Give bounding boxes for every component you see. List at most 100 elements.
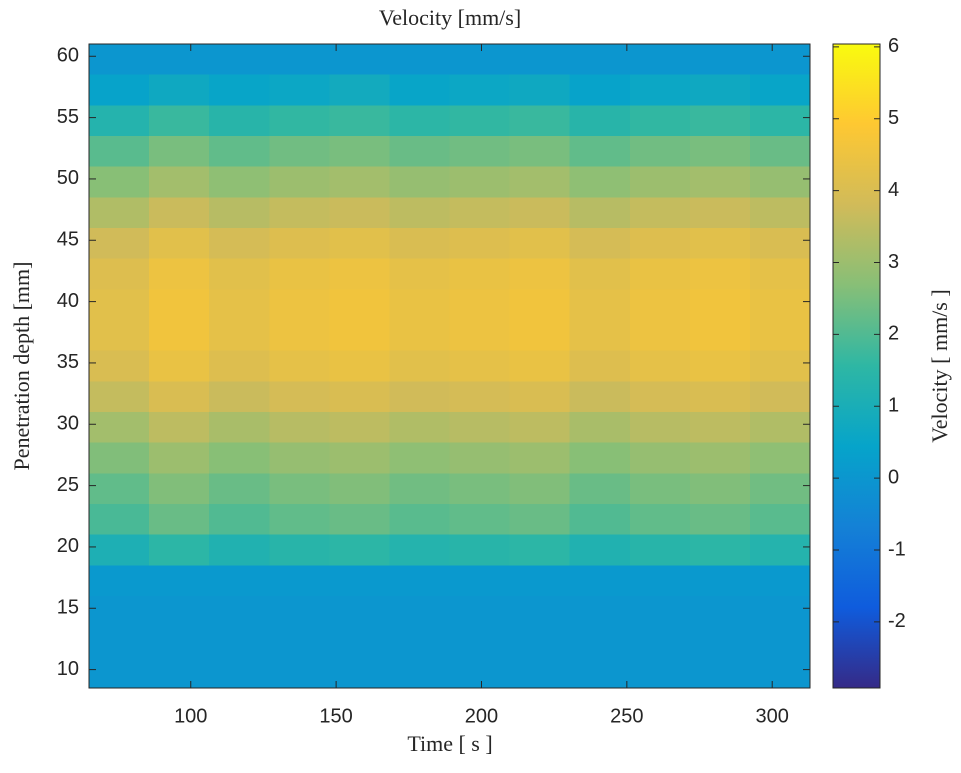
heatmap-cell [509, 166, 571, 198]
heatmap-cell [149, 534, 210, 566]
heatmap-cell [449, 626, 511, 658]
heatmap-cell [269, 320, 330, 352]
heatmap-cell [449, 412, 511, 444]
heatmap-cell [689, 197, 751, 229]
heatmap-cell [329, 596, 391, 628]
heatmap-cell [389, 228, 451, 260]
heatmap-cell [509, 473, 571, 505]
heatmap-cell [689, 473, 751, 505]
heatmap-cell [389, 166, 451, 198]
heatmap-cell [509, 381, 571, 413]
heatmap-cell [329, 412, 391, 444]
heatmap-cell [329, 228, 391, 260]
heatmap-cell [629, 626, 691, 658]
heatmap-cell [689, 504, 751, 536]
heatmap-cell [269, 534, 330, 566]
heatmap-cell [629, 74, 691, 106]
heatmap-cell [389, 136, 451, 168]
heatmap-cell [749, 289, 811, 321]
heatmap-cell [509, 350, 571, 382]
heatmap-cell [209, 412, 270, 444]
heatmap-cell [209, 289, 270, 321]
heatmap-cell [149, 105, 210, 137]
heatmap-cell [389, 74, 451, 106]
heatmap-cell [329, 197, 391, 229]
heatmap-cell [149, 136, 210, 168]
heatmap-cell [209, 136, 270, 168]
heatmap-cell [689, 258, 751, 290]
colorbar [832, 43, 881, 689]
x-tick-label: 200 [465, 705, 498, 727]
heatmap-cell [509, 412, 571, 444]
heatmap-cell [449, 381, 511, 413]
heatmap-cell [749, 197, 811, 229]
heatmap-cell [749, 105, 811, 137]
heatmap-cell [89, 44, 150, 76]
heatmap-cell [209, 596, 270, 628]
heatmap-cell [569, 320, 631, 352]
heatmap-cell [209, 442, 270, 474]
heatmap-cell [749, 473, 811, 505]
heatmap-cell [329, 105, 391, 137]
heatmap-cell [389, 534, 451, 566]
heatmap-cell [569, 412, 631, 444]
heatmap-cell [389, 44, 451, 76]
heatmap-cell [449, 74, 511, 106]
x-tick-label: 300 [756, 705, 789, 727]
y-tick-label: 10 [57, 658, 79, 680]
heatmap-cell [389, 320, 451, 352]
heatmap-cell [629, 534, 691, 566]
heatmap-cell [149, 442, 210, 474]
heatmap-cell [329, 442, 391, 474]
x-axis-label: Time [ s ] [407, 731, 492, 756]
heatmap-cell [389, 626, 451, 658]
heatmap-cell [629, 412, 691, 444]
heatmap-cell [149, 473, 210, 505]
heatmap-cell [689, 442, 751, 474]
colorbar-tick-label: 2 [888, 323, 899, 345]
heatmap-cell [269, 565, 330, 597]
heatmap-cell [89, 504, 150, 536]
heatmap-cell [689, 74, 751, 106]
heatmap-cell [749, 596, 811, 628]
heatmap-cell [749, 565, 811, 597]
heatmap-cell [569, 228, 631, 260]
heatmap-cell [269, 136, 330, 168]
heatmap-cell [569, 657, 631, 689]
y-tick-label: 25 [57, 474, 79, 496]
heatmap-cell [569, 289, 631, 321]
heatmap-cell [89, 626, 150, 658]
heatmap-cell [89, 197, 150, 229]
heatmap-cell [629, 197, 691, 229]
heatmap-cell [269, 504, 330, 536]
heatmap-cell [269, 166, 330, 198]
heatmap-cell [629, 258, 691, 290]
heatmap-cell [509, 289, 571, 321]
colorbar-tick-label: 1 [888, 395, 899, 417]
heatmap-cell [449, 350, 511, 382]
heatmap-cell [569, 197, 631, 229]
heatmap-cell [209, 166, 270, 198]
heatmap-cell [449, 258, 511, 290]
heatmap-cell [329, 626, 391, 658]
heatmap-cell [509, 258, 571, 290]
heatmap-cell [749, 74, 811, 106]
heatmap-cell [329, 504, 391, 536]
heatmap-cell [89, 166, 150, 198]
colorbar-tick-label: 0 [888, 466, 899, 488]
heatmap-cell [629, 381, 691, 413]
heatmap-cell [209, 105, 270, 137]
heatmap-cell [569, 44, 631, 76]
heatmap-cell [569, 166, 631, 198]
heatmap-cell [449, 105, 511, 137]
heatmap-cell [149, 197, 210, 229]
heatmap-cell [509, 74, 571, 106]
heatmap-cell [89, 74, 150, 106]
heatmap-cell [209, 74, 270, 106]
heatmap-cell [509, 596, 571, 628]
x-tick-label: 150 [319, 705, 352, 727]
heatmap-cell [689, 657, 751, 689]
heatmap-cell [89, 381, 150, 413]
x-tick-label: 250 [610, 705, 643, 727]
